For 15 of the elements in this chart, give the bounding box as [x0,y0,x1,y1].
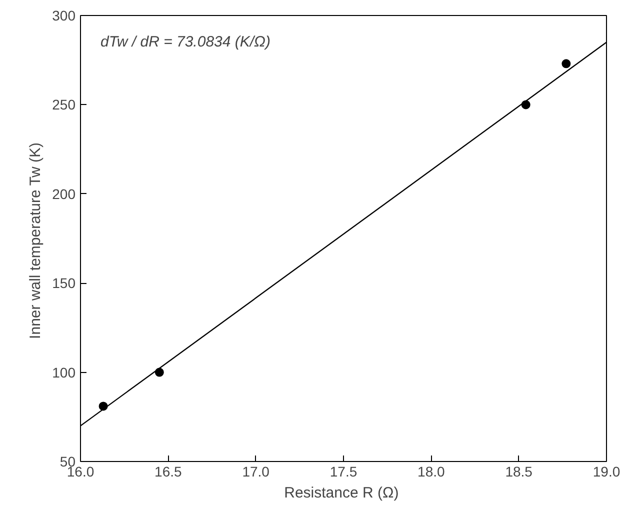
x-tick-label: 18.0 [418,464,446,480]
y-tick-label: 300 [52,8,76,24]
x-tick-label: 19.0 [592,464,620,480]
x-tick-label: 16.5 [154,464,182,480]
y-tick-label: 150 [52,275,76,292]
y-axis-title: Inner wall temperature Tw (K) [27,142,44,339]
y-tick-label: 100 [52,364,76,380]
x-tick-label: 17.5 [330,464,358,480]
point [562,59,571,68]
y-tick-label: 200 [52,186,76,202]
y-tick-label: 250 [52,96,76,113]
x-tick-label: 17.0 [242,464,270,480]
x-axis-title: Resistance R (Ω) [284,484,399,502]
annotation: dTw / dR = 73.0834 (K/Ω) [100,34,270,50]
x-tick-label: 18.5 [505,464,533,480]
